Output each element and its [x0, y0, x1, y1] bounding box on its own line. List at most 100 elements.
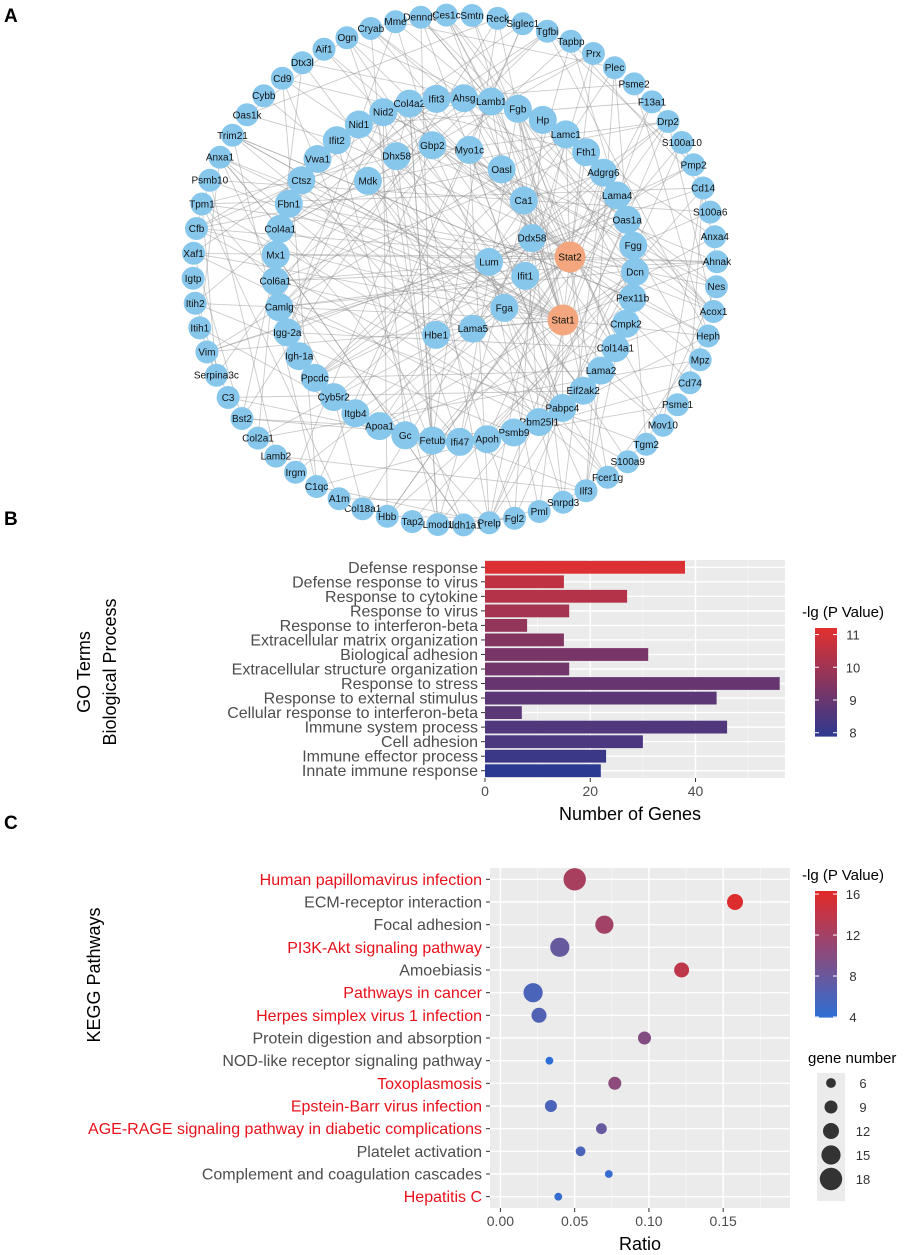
go-category-label: Cellular response to interferon-beta: [227, 705, 478, 722]
network-edge: [206, 319, 564, 353]
node-circle: [181, 266, 205, 290]
node-circle: [581, 42, 605, 65]
network-edge: [219, 156, 461, 443]
node-label: Lmod1: [423, 520, 454, 531]
network-edge: [279, 306, 647, 445]
network-edge: [517, 108, 564, 503]
network-edge: [358, 124, 524, 201]
kegg-legend-colorbar-step: [815, 928, 837, 933]
kegg-legend-colorbar-step: [815, 891, 837, 895]
network-node-lum: Lum: [475, 248, 503, 276]
node-circle: [422, 84, 451, 113]
go-bar-response-to-virus: [485, 604, 570, 618]
network-edge: [585, 370, 602, 491]
go-legend-colorbar-step: [815, 630, 837, 634]
go-x-axis-title: Number of Genes: [559, 804, 701, 824]
kegg-size-legend-label: 15: [856, 1148, 870, 1163]
node-label: Hbe1: [424, 330, 448, 341]
network-node-lama4: Lama4: [602, 181, 633, 210]
network-edge: [257, 359, 701, 439]
network-node-aldh1a1: Aldh1a1: [445, 513, 482, 537]
node-circle: [596, 465, 620, 489]
network-node-ogn: Ogn: [335, 26, 359, 50]
kegg-category-label: Hepatitis C: [404, 1189, 482, 1206]
network-node-col4a1: Col4a1: [264, 214, 296, 243]
network-node-cd9: Cd9: [270, 66, 294, 90]
network-edge: [275, 151, 587, 282]
node-circle: [400, 510, 424, 534]
network-edge: [336, 140, 439, 525]
network-edge: [288, 203, 564, 321]
node-circle: [703, 225, 727, 249]
network-node-gbp2: Gbp2: [418, 131, 447, 160]
network-node-ahnak: Ahnak: [703, 250, 732, 274]
node-circle: [335, 26, 359, 50]
node-label: Stat2: [558, 253, 582, 264]
node-circle: [422, 320, 451, 349]
network-node-drp2: Drp2: [656, 110, 680, 133]
go-bar-response-to-external-stimulus: [485, 691, 717, 705]
network-node-itih2: Itih2: [183, 291, 207, 315]
kegg-size-legend-title: gene number: [808, 1050, 896, 1067]
node-label: Tpm1: [189, 200, 215, 211]
network-edge: [538, 121, 669, 423]
node-circle: [261, 267, 290, 296]
node-circle: [273, 318, 302, 347]
node-circle: [341, 399, 370, 428]
kegg-legend-colorbar-step: [815, 969, 837, 974]
network-node-s100a10: S100a10: [662, 131, 702, 154]
kegg-legend-colorbar-step: [815, 916, 837, 920]
node-circle: [698, 200, 722, 224]
go-category-label: Response to external stimulus: [264, 691, 478, 708]
network-edge: [201, 203, 340, 499]
go-bar-extracellular-matrix-organization: [485, 633, 564, 647]
node-label: Dhx58: [382, 152, 411, 163]
network-edge: [486, 271, 636, 440]
network-edge: [286, 112, 384, 333]
network-node-adgrg6: Adgrg6: [587, 158, 620, 187]
kegg-legend-colorbar-step: [815, 972, 837, 977]
network-edge: [408, 103, 433, 441]
network-edge: [275, 144, 433, 282]
node-circle: [204, 363, 228, 387]
network-edge: [486, 172, 604, 440]
node-label: Xaf1: [183, 249, 204, 260]
network-node-pml: Pml: [527, 500, 551, 523]
node-label: Ppcdc: [301, 373, 329, 384]
node-circle: [458, 314, 487, 343]
network-node-dcn: Dcn: [621, 258, 649, 286]
network-node-lamb2: Lamb2: [261, 444, 292, 468]
node-circle: [475, 248, 503, 276]
network-node-col14a1: Col14a1: [597, 334, 634, 363]
network-node-nes: Nes: [704, 275, 728, 299]
node-label: Dennd3: [403, 13, 438, 24]
network-node-col4a2: Col4a2: [393, 89, 426, 118]
network-edge: [314, 134, 567, 379]
node-label: Plec: [605, 63, 624, 74]
node-label: Ctsz: [291, 176, 311, 187]
node-label: Ifit1: [517, 271, 534, 282]
network-edge: [562, 172, 604, 503]
network-node-aif1: Aif1: [312, 37, 336, 61]
network-node-cmpk2: Cmpk2: [610, 309, 642, 338]
network-node-ifit2: Ifit2: [322, 126, 351, 155]
node-label: Lamc1: [551, 130, 581, 141]
network-node-fgb: Fgb: [503, 94, 532, 123]
network-node-dtx3l: Dtx3l: [290, 51, 314, 75]
node-circle: [445, 427, 474, 456]
node-label: Oas1k: [233, 110, 263, 121]
node-label: Ifi47: [450, 437, 469, 448]
network-node-heph: Heph: [696, 324, 720, 348]
network-node-hbe1: Hbe1: [422, 320, 451, 349]
network-edge: [281, 78, 318, 487]
node-label: Ifit3: [428, 94, 445, 105]
node-label: Serpina3c: [194, 371, 239, 382]
network-edge: [358, 21, 396, 125]
kegg-category-label: ECM-receptor interaction: [304, 895, 482, 912]
network-node-fgl2: Fgl2: [503, 506, 526, 530]
node-circle: [547, 304, 579, 336]
node-label: Tapbp: [557, 37, 585, 48]
network-edge: [488, 134, 567, 523]
node-circle: [365, 412, 394, 441]
go-legend-colorbar-step: [815, 665, 837, 670]
